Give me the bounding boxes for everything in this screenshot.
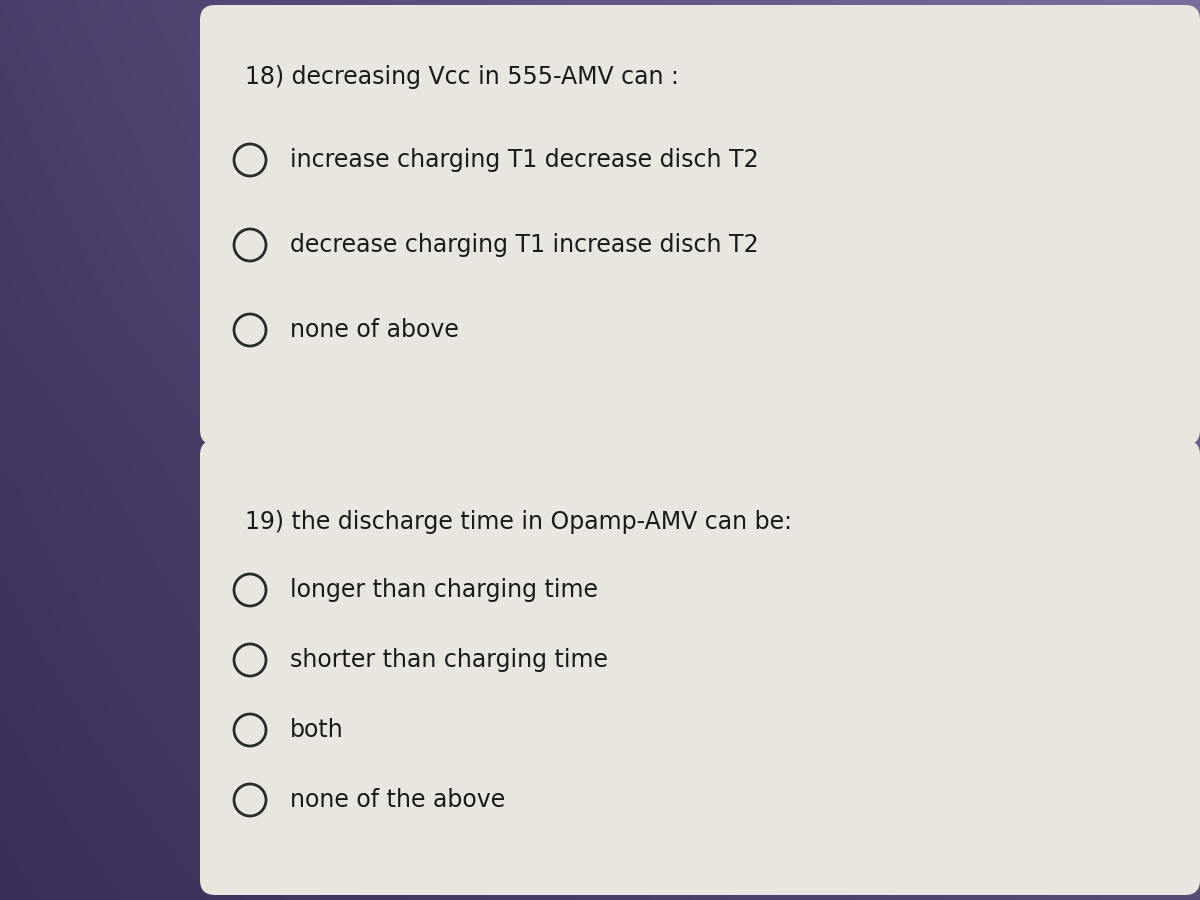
FancyBboxPatch shape xyxy=(200,5,1200,445)
Text: both: both xyxy=(290,718,343,742)
Text: 18) decreasing Vcc in 555-AMV can :: 18) decreasing Vcc in 555-AMV can : xyxy=(245,65,679,89)
Text: longer than charging time: longer than charging time xyxy=(290,578,598,602)
Text: decrease charging T1 increase disch T2: decrease charging T1 increase disch T2 xyxy=(290,233,758,257)
FancyBboxPatch shape xyxy=(200,440,1200,895)
Text: 19) the discharge time in Opamp-AMV can be:: 19) the discharge time in Opamp-AMV can … xyxy=(245,510,792,534)
Text: none of above: none of above xyxy=(290,318,458,342)
Text: shorter than charging time: shorter than charging time xyxy=(290,648,608,672)
Text: increase charging T1 decrease disch T2: increase charging T1 decrease disch T2 xyxy=(290,148,758,172)
Text: none of the above: none of the above xyxy=(290,788,505,812)
